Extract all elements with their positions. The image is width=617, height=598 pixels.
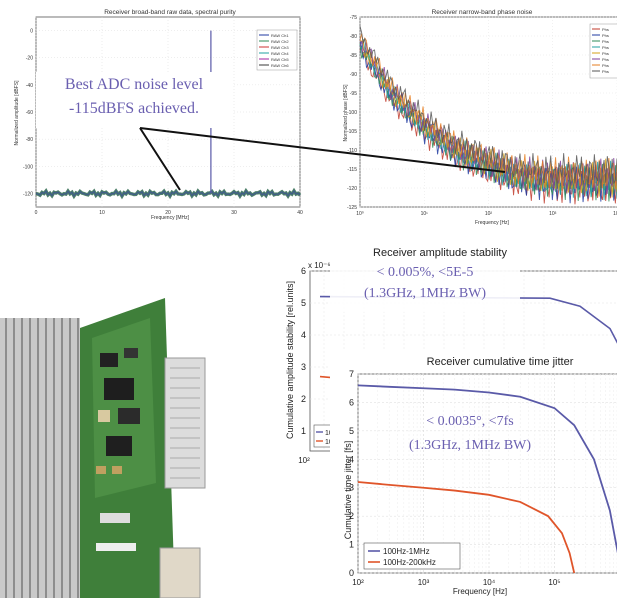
phase-noise-legend-label: Phs: [602, 27, 609, 32]
jitter-legend: [363, 542, 461, 570]
broadband-legend-label: RAW Ch2: [271, 39, 289, 44]
amplitude-legend-label: 10: [325, 439, 333, 446]
jitter-legend-label: 100Hz-1MHz: [383, 547, 430, 556]
amplitude-ytick-label: 2: [301, 394, 306, 404]
phase-noise-ytick-label: -100: [347, 110, 357, 116]
broadband-ytick-label: -120: [23, 191, 33, 197]
jitter-ytick-label: 4: [349, 454, 354, 464]
phase-noise-legend-label: Phs: [602, 33, 609, 38]
broadband-ytick-label: 0: [30, 29, 33, 35]
jitter-series-2: [357, 481, 576, 574]
jitter-ytick-label: 5: [349, 426, 354, 436]
jitter-callout: < 0.0035°, <7fs (1.3GHz, 1MHz BW): [375, 412, 565, 464]
amplitude-ylabel: Cumulative amplitude stability [rel.unit…: [285, 280, 295, 440]
broadband-ytick-label: -40: [26, 83, 33, 89]
amplitude-ytick-label: 1: [301, 426, 306, 436]
phase-noise-chart: Receiver narrow-band phase noise -75 -80 -…: [332, 0, 617, 228]
amplitude-ytick-label: 5: [301, 298, 306, 308]
adc-callout-line1: Best ADC noise level: [64, 76, 204, 93]
broadband-xtick-label: 0: [35, 210, 38, 216]
jitter-ytick-label: 1: [349, 540, 354, 550]
adc-callout: Best ADC noise level -115dBFS achieved.: [36, 72, 232, 128]
broadband-legend: [256, 29, 298, 71]
adc-callout-line2: -115dBFS achieved.: [68, 100, 200, 117]
jitter-series-1: [357, 384, 617, 554]
phase-noise-xtick-label: 10²: [485, 211, 493, 217]
jitter-title: Receiver cumulative time jitter: [426, 356, 574, 368]
broadband-legend-label: RAW Ch4: [271, 51, 289, 56]
broadband-xtick-label: 20: [165, 210, 171, 216]
phase-noise-legend-label: Phs: [602, 51, 609, 56]
amplitude-callout-line1: < 0.005%, <5E-5: [376, 265, 474, 280]
jitter-ylabel: Cumulative time jitter [fs]: [343, 440, 353, 540]
phase-noise-ytick-label: -95: [350, 91, 357, 97]
broadband-legend-label: RAW Ch5: [271, 57, 289, 62]
phase-noise-legend-label: Phs: [602, 69, 609, 74]
amplitude-legend-label: 10: [325, 430, 333, 437]
jitter-ytick-label: 3: [349, 483, 354, 493]
phase-noise-plot: -75-80-85-90-95-100-105-110-115-120-1251…: [347, 15, 617, 217]
receiver-board-image: [0, 298, 206, 598]
amplitude-callout: < 0.005%, <5E-5 (1.3GHz, 1MHz BW): [330, 262, 520, 312]
broadband-xtick-label: 30: [231, 210, 237, 216]
amplitude-ytick-label: 3: [301, 362, 306, 372]
phase-noise-ytick-label: -115: [347, 167, 357, 173]
phase-noise-ylabel: Normalized phase [dBFS]: [343, 84, 349, 142]
phase-noise-legend-label: Phs: [602, 39, 609, 44]
broadband-legend-label: RAW Ch1: [271, 33, 289, 38]
broadband-ytick-label: -80: [26, 137, 33, 143]
phase-noise-ytick-label: -85: [350, 53, 357, 59]
phase-noise-xtick-label: 10¹: [421, 211, 429, 217]
phase-noise-legend: [589, 23, 617, 79]
phase-noise-xtick-label: 10⁰: [356, 211, 364, 217]
jitter-callout-line1: < 0.0035°, <7fs: [426, 414, 514, 429]
jitter-axes: [357, 373, 617, 574]
phase-noise-legend-label: Phs: [602, 63, 609, 68]
amplitude-ytick-label: 6: [301, 266, 306, 276]
phase-noise-xtick-label: 10³: [549, 211, 557, 217]
jitter-ytick-label: 7: [349, 369, 354, 379]
jitter-xtick-label: 10²: [352, 578, 364, 587]
jitter-xtick-label: 10⁴: [483, 578, 496, 587]
amplitude-title: Receiver amplitude stability: [373, 247, 507, 259]
broadband-legend-label: RAW Ch6: [271, 63, 289, 68]
amplitude-callout-line2: (1.3GHz, 1MHz BW): [363, 286, 487, 301]
phase-noise-xtick-label: 10⁴: [613, 211, 617, 217]
phase-noise-ytick-label: -80: [350, 34, 357, 40]
amplitude-xtick-label: 10²: [298, 456, 310, 465]
broadband-xtick-label: 40: [297, 210, 303, 216]
jitter-ytick-label: 2: [349, 511, 354, 521]
jitter-callout-line2: (1.3GHz, 1MHz BW): [408, 438, 532, 453]
jitter-ytick-label: 0: [349, 568, 354, 578]
phase-noise-legend-label: Phs: [602, 57, 609, 62]
broadband-ylabel: Normalized amplitude [dBFS]: [14, 80, 20, 146]
jitter-xtick-label: 10⁵: [548, 578, 560, 587]
amplitude-exponent: x 10⁻⁶: [308, 261, 331, 270]
phase-noise-title: Receiver narrow-band phase noise: [431, 9, 533, 16]
broadband-ytick-label: -100: [23, 164, 33, 170]
phase-noise-ytick-label: -125: [347, 205, 357, 211]
broadband-xlabel: Frequency [MHz]: [150, 215, 190, 221]
broadband-ytick-label: -20: [26, 56, 33, 62]
broadband-title: Receiver broad-band raw data, spectral p…: [104, 9, 236, 16]
broadband-xtick-label: 10: [99, 210, 105, 216]
phase-noise-xlabel: Frequency [Hz]: [475, 220, 509, 226]
broadband-noise-series: [35, 189, 301, 198]
phase-noise-ytick-label: -75: [350, 15, 357, 21]
phase-noise-ytick-label: -120: [347, 186, 357, 192]
jitter-xtick-label: 10³: [418, 578, 430, 587]
phase-noise-legend-label: Phs: [602, 45, 609, 50]
broadband-ytick-label: -60: [26, 110, 33, 116]
jitter-legend-label: 100Hz-200kHz: [383, 558, 436, 567]
broadband-legend-label: RAW Ch3: [271, 45, 289, 50]
phase-noise-ytick-label: -90: [350, 72, 357, 78]
jitter-xlabel: Frequency [Hz]: [452, 587, 508, 596]
jitter-ytick-label: 6: [349, 397, 354, 407]
amplitude-ytick-label: 4: [301, 330, 306, 340]
